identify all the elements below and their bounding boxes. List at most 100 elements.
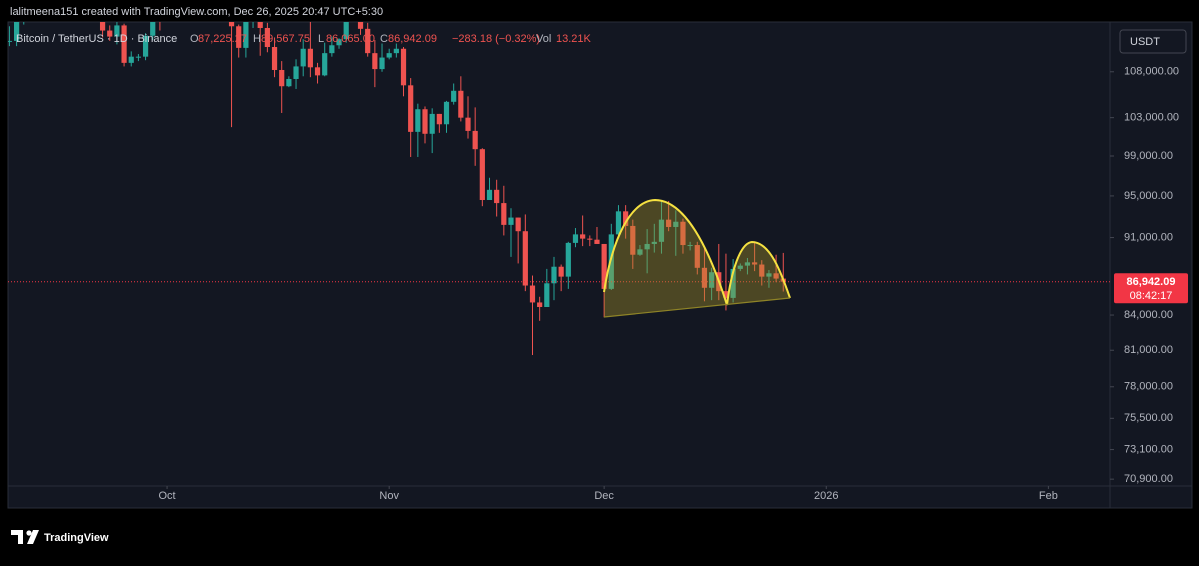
ohlc-key: O [190, 33, 199, 45]
candle-body [759, 264, 765, 277]
ohlc-value: 89,567.75 [261, 33, 310, 45]
x-tick-label: 2026 [814, 490, 838, 502]
candle-body [565, 242, 571, 277]
candle-body [723, 291, 729, 298]
y-tick-label: 103,000.00 [1124, 112, 1179, 124]
candle-body [386, 53, 392, 58]
cup-drawing [603, 198, 791, 306]
candle-body [264, 27, 270, 48]
candle-body [271, 47, 278, 70]
candle-body [615, 211, 622, 235]
y-tick-label: 108,000.00 [1124, 66, 1179, 78]
candle-body [322, 53, 328, 76]
candle-body [580, 234, 586, 239]
candle-body [135, 56, 142, 58]
x-tick-label: Feb [1039, 490, 1058, 502]
change: −283.18 (−0.32%) [452, 33, 540, 45]
currency: USDT [1130, 36, 1160, 48]
candle-body [121, 25, 127, 63]
candle-body [372, 53, 378, 70]
candle-body [694, 245, 700, 268]
candle-body [623, 211, 629, 226]
candle-body [551, 266, 557, 284]
pattern-base [603, 297, 791, 318]
candle-body [730, 268, 736, 298]
candle-body [379, 57, 385, 70]
x-tick-label: Dec [594, 490, 614, 502]
candle-body [529, 285, 536, 303]
candle-body [8, 40, 13, 42]
candle-body [128, 56, 134, 63]
candle-body [479, 149, 485, 201]
candle-body [558, 266, 564, 277]
currency-box[interactable] [1119, 29, 1187, 54]
candle-body [314, 67, 321, 76]
candle-body [408, 85, 414, 132]
candle-body [343, 22, 349, 40]
candle-body [429, 113, 435, 134]
candle-body [651, 241, 657, 244]
candle-body [594, 239, 600, 244]
attribution: lalitmeena151 created with TradingView.c… [10, 6, 383, 18]
y-tick-label: 91,000.00 [1124, 231, 1173, 243]
candle-body [422, 109, 428, 134]
candle-body [737, 265, 743, 269]
candle-body [400, 48, 407, 86]
ohlc-value: 87,225.27 [198, 33, 247, 45]
candle-body [666, 219, 672, 227]
candle-body [752, 262, 758, 265]
candle-body [658, 219, 665, 242]
symbol: Bitcoin / TetherUS · 1D · Binance [16, 33, 177, 45]
candle-body [773, 273, 779, 279]
candle-body [107, 30, 113, 37]
candle-body [13, 22, 20, 41]
price-tag-box [1114, 273, 1188, 304]
candle-body [415, 109, 421, 132]
y-tick-label: 81,000.00 [1124, 344, 1173, 356]
candle-body [465, 117, 471, 131]
candle-body [336, 39, 342, 46]
candle-body [515, 217, 521, 232]
ohlc-key: C [380, 33, 388, 45]
price-tag: 86,942.09 08:42:17 [1114, 273, 1188, 304]
candle-body [486, 189, 493, 201]
y-tick-label: 95,000.00 [1124, 190, 1173, 202]
candle-body [494, 189, 500, 204]
candle-body [644, 243, 650, 250]
logo-mark [11, 530, 39, 544]
logo-dot [26, 530, 32, 536]
candle-body [228, 22, 235, 27]
candle-body [99, 22, 106, 31]
candle-body [572, 234, 579, 243]
volume-key: Vol [536, 33, 551, 45]
candle-body [744, 262, 751, 266]
ohlc-value: 86,065.00 [326, 33, 375, 45]
brand-name: TradingView [44, 532, 109, 544]
candle-body [329, 45, 335, 54]
candle-body [458, 90, 464, 118]
candle-body [766, 273, 772, 277]
candle-body [443, 101, 450, 125]
y-tick-label: 78,000.00 [1124, 381, 1173, 393]
candle-body [637, 249, 643, 255]
ohlc-value: 86,942.09 [388, 33, 437, 45]
last-price-label: 86,942.09 [1127, 276, 1176, 288]
candle-body [451, 90, 457, 102]
y-tick-label: 75,500.00 [1124, 412, 1173, 424]
candle-body [236, 26, 242, 48]
candle-body [243, 22, 249, 48]
candle-body [300, 48, 306, 67]
candle-body [114, 25, 120, 37]
candle-body [601, 243, 607, 289]
candle-body [365, 28, 371, 54]
candle-body [286, 78, 292, 87]
y-tick-label: 84,000.00 [1124, 309, 1173, 321]
ohlc-key: H [253, 33, 261, 45]
ohlc-key: L [318, 33, 324, 45]
y-tick-label: 73,100.00 [1124, 443, 1173, 455]
candle-body [436, 113, 442, 125]
candle-body [673, 221, 679, 227]
candle-body [501, 203, 507, 225]
